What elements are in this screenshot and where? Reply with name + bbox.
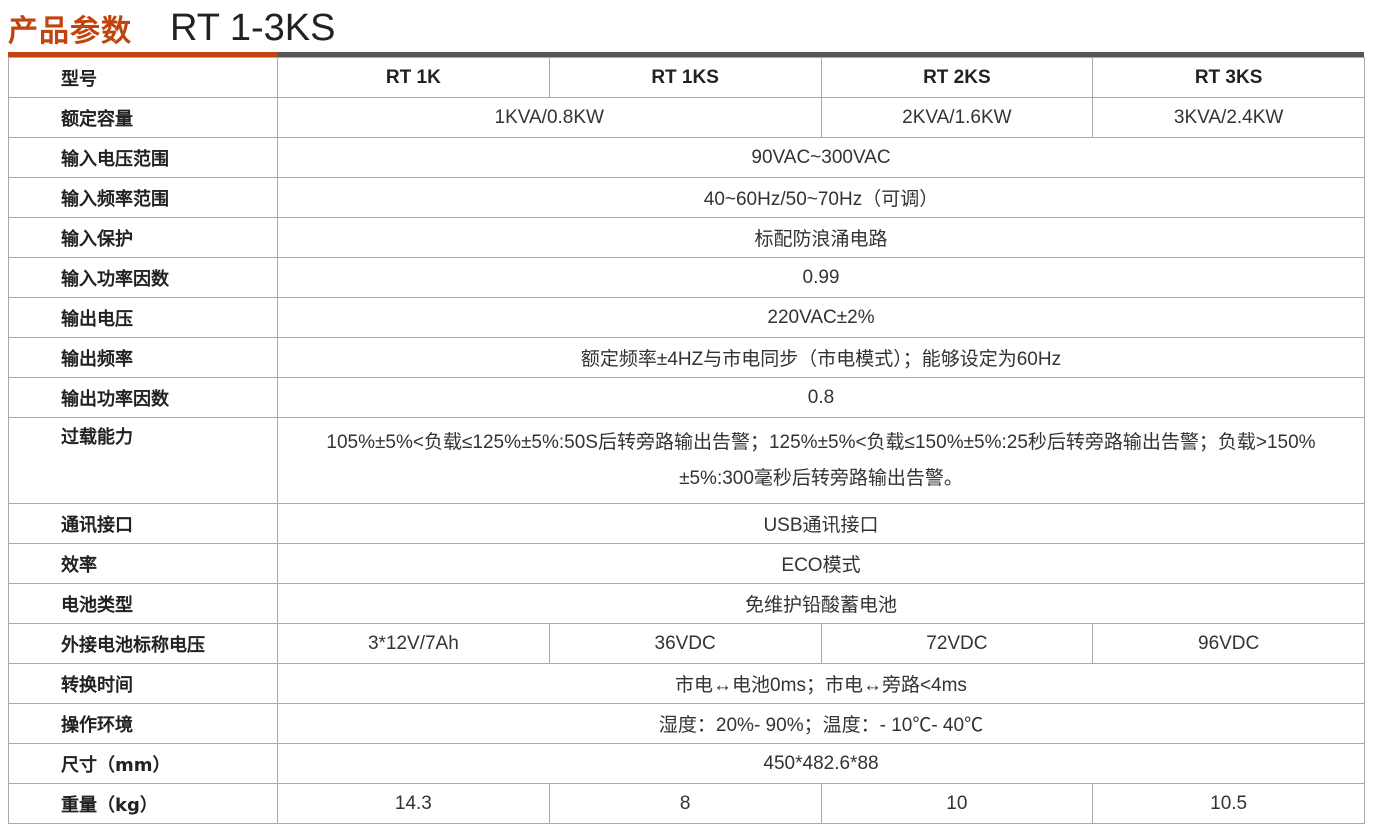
model-column-header: RT 3KS <box>1092 57 1365 98</box>
spec-label: 输入保护 <box>8 217 278 258</box>
table-row: 输入电压范围 90VAC~300VAC <box>8 137 1365 178</box>
spec-value: 市电↔电池0ms；市电↔旁路<4ms <box>277 663 1365 704</box>
spec-value: 14.3 <box>277 783 550 824</box>
spec-value: USB通讯接口 <box>277 503 1365 544</box>
spec-value: 额定频率±4HZ与市电同步（市电模式）；能够设定为60Hz <box>277 337 1365 378</box>
table-row: 外接电池标称电压 3*12V/7Ah 36VDC 72VDC 96VDC <box>8 623 1365 664</box>
spec-label: 电池类型 <box>8 583 278 624</box>
spec-label: 外接电池标称电压 <box>8 623 278 664</box>
spec-label: 输入功率因数 <box>8 257 278 298</box>
spec-value: ECO模式 <box>277 543 1365 584</box>
table-row: 输出电压 220VAC±2% <box>8 297 1365 338</box>
table-row: 转换时间 市电↔电池0ms；市电↔旁路<4ms <box>8 663 1365 704</box>
spec-value: 标配防浪涌电路 <box>277 217 1365 258</box>
spec-label: 型号 <box>8 57 278 98</box>
model-column-header: RT 2KS <box>820 57 1094 98</box>
spec-label: 额定容量 <box>8 97 278 138</box>
spec-value: 90VAC~300VAC <box>277 137 1365 178</box>
spec-label: 尺寸（mm） <box>8 743 278 784</box>
model-column-header: RT 1K <box>277 57 550 98</box>
table-header-row: 型号 RT 1K RT 1KS RT 2KS RT 3KS <box>8 57 1365 98</box>
table-row: 效率 ECO模式 <box>8 543 1365 584</box>
spec-value: 105%±5%<负载≤125%±5%:50S后转旁路输出告警；125%±5%<负… <box>277 417 1365 504</box>
spec-label: 输出频率 <box>8 337 278 378</box>
spec-value: 450*482.6*88 <box>277 743 1365 784</box>
spec-label: 操作环境 <box>8 703 278 744</box>
spec-value: 10 <box>820 783 1094 824</box>
spec-value: 36VDC <box>548 623 822 664</box>
spec-value: 0.99 <box>277 257 1365 298</box>
spec-value: 2KVA/1.6KW <box>820 97 1094 138</box>
spec-label: 输出功率因数 <box>8 377 278 418</box>
spec-table: 型号 RT 1K RT 1KS RT 2KS RT 3KS 额定容量 1KVA/0.8KW 2… <box>8 57 1365 824</box>
table-row: 输出功率因数 0.8 <box>8 377 1365 418</box>
spec-label: 输入电压范围 <box>8 137 278 178</box>
model-column-header: RT 1KS <box>548 57 822 98</box>
spec-label: 过载能力 <box>8 417 278 504</box>
spec-value: 10.5 <box>1092 783 1365 824</box>
table-row: 输入功率因数 0.99 <box>8 257 1365 298</box>
spec-value: 0.8 <box>277 377 1365 418</box>
spec-value: 免维护铅酸蓄电池 <box>277 583 1365 624</box>
spec-value: 湿度：20%- 90%；温度：- 10℃- 40℃ <box>277 703 1365 744</box>
table-row: 额定容量 1KVA/0.8KW 2KVA/1.6KW 3KVA/2.4KW <box>8 97 1365 138</box>
spec-label: 通讯接口 <box>8 503 278 544</box>
spec-value: 3*12V/7Ah <box>277 623 550 664</box>
table-row: 输出频率 额定频率±4HZ与市电同步（市电模式）；能够设定为60Hz <box>8 337 1365 378</box>
spec-value: 3KVA/2.4KW <box>1092 97 1365 138</box>
spec-value: 220VAC±2% <box>277 297 1365 338</box>
table-row: 通讯接口 USB通讯接口 <box>8 503 1365 544</box>
header-divider <box>8 52 1364 57</box>
table-row: 过载能力 105%±5%<负载≤125%±5%:50S后转旁路输出告警；125%±… <box>8 417 1365 504</box>
spec-label: 输入频率范围 <box>8 177 278 218</box>
spec-label: 重量（kg） <box>8 783 278 824</box>
spec-value: 8 <box>548 783 822 824</box>
model-title: RT 1-3KS <box>170 7 336 49</box>
spec-value: 72VDC <box>820 623 1094 664</box>
table-row: 输入保护 标配防浪涌电路 <box>8 217 1365 258</box>
spec-value: 96VDC <box>1092 623 1365 664</box>
spec-label: 输出电压 <box>8 297 278 338</box>
table-row: 操作环境 湿度：20%- 90%；温度：- 10℃- 40℃ <box>8 703 1365 744</box>
page-header: 产品参数 RT 1-3KS <box>8 6 335 50</box>
spec-value: 40~60Hz/50~70Hz（可调） <box>277 177 1365 218</box>
spec-label: 转换时间 <box>8 663 278 704</box>
section-title: 产品参数 <box>8 14 132 49</box>
header-divider-accent <box>8 52 278 57</box>
spec-label: 效率 <box>8 543 278 584</box>
table-row: 重量（kg） 14.3 8 10 10.5 <box>8 783 1365 824</box>
spec-value: 1KVA/0.8KW <box>277 97 822 138</box>
table-row: 输入频率范围 40~60Hz/50~70Hz（可调） <box>8 177 1365 218</box>
table-row: 电池类型 免维护铅酸蓄电池 <box>8 583 1365 624</box>
table-row: 尺寸（mm） 450*482.6*88 <box>8 743 1365 784</box>
